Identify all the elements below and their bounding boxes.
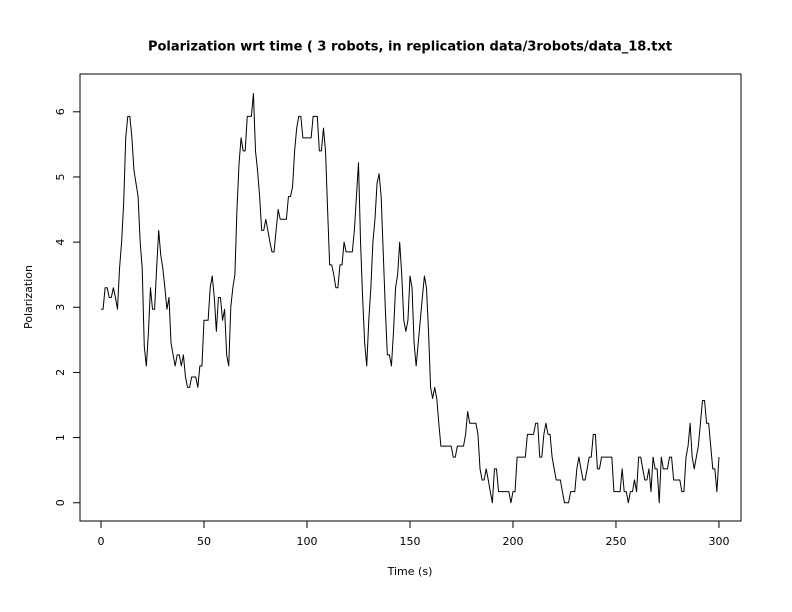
y-tick-label: 4 [54,239,67,246]
chart-title: Polarization wrt time ( 3 robots, in rep… [148,40,672,55]
y-tick-label: 0 [54,499,67,506]
y-tick-label: 6 [54,108,67,115]
y-tick-label: 2 [54,369,67,376]
x-tick-label: 200 [502,535,523,548]
y-axis-label: Polarization [22,265,35,329]
x-tick-label: 50 [197,535,211,548]
x-tick-label: 0 [98,535,105,548]
x-tick-label: 250 [605,535,626,548]
y-tick-label: 5 [54,173,67,180]
y-tick-label: 3 [54,304,67,311]
x-axis-label: Time (s) [387,565,433,578]
data-line [101,93,720,504]
x-tick-label: 150 [399,535,420,548]
x-tick-label: 100 [296,535,317,548]
x-tick-label: 300 [708,535,729,548]
y-tick-label: 1 [54,434,67,441]
